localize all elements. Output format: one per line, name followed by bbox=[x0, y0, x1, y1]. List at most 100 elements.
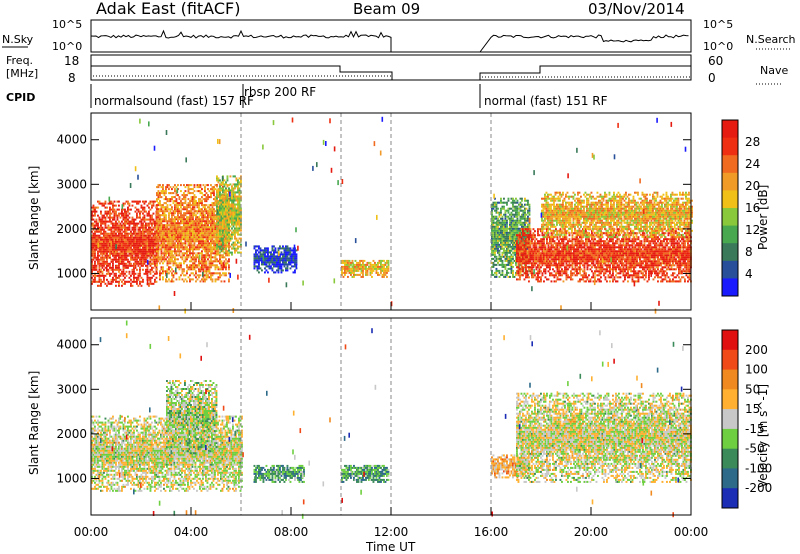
data-cell bbox=[213, 212, 215, 214]
data-cell bbox=[167, 204, 169, 206]
data-cell bbox=[379, 274, 381, 276]
data-cell bbox=[239, 187, 241, 189]
data-cell bbox=[221, 246, 223, 248]
data-cell bbox=[349, 260, 351, 262]
data-cell bbox=[227, 198, 229, 200]
data-cell bbox=[138, 285, 140, 287]
data-cell bbox=[171, 188, 173, 190]
data-cell bbox=[227, 185, 229, 187]
data-cell bbox=[112, 207, 114, 209]
data-cell bbox=[380, 272, 382, 274]
data-cell bbox=[103, 279, 105, 281]
data-cell bbox=[94, 253, 96, 255]
data-cell bbox=[224, 256, 226, 258]
data-cell bbox=[130, 209, 132, 211]
data-cell bbox=[221, 260, 223, 262]
data-cell bbox=[222, 181, 224, 183]
data-cell bbox=[264, 253, 266, 255]
data-cell bbox=[179, 196, 181, 198]
date-label: 03/Nov/2014 bbox=[588, 0, 685, 18]
data-cell bbox=[524, 246, 526, 248]
data-cell bbox=[215, 280, 217, 282]
data-cell bbox=[521, 236, 523, 238]
data-cell bbox=[124, 203, 126, 205]
data-cell bbox=[176, 278, 178, 280]
data-cell bbox=[124, 225, 126, 227]
data-cell bbox=[118, 215, 120, 217]
data-cell bbox=[197, 278, 199, 280]
data-cell bbox=[201, 208, 203, 210]
data-cell bbox=[201, 202, 203, 204]
data-cell bbox=[508, 272, 510, 274]
data-cell bbox=[185, 242, 187, 244]
data-cell bbox=[517, 202, 519, 204]
data-cell bbox=[267, 249, 269, 251]
data-cell bbox=[112, 271, 114, 273]
data-cell bbox=[496, 260, 498, 262]
data-cell bbox=[231, 228, 233, 230]
data-cell bbox=[159, 278, 161, 280]
data-cell bbox=[287, 245, 289, 247]
data-cell bbox=[258, 265, 260, 267]
data-cell bbox=[180, 274, 182, 276]
data-cell bbox=[99, 255, 101, 257]
data-cell bbox=[139, 267, 141, 269]
data-cell bbox=[173, 214, 175, 216]
data-cell bbox=[221, 250, 223, 252]
data-cell bbox=[233, 189, 235, 191]
data-cell bbox=[186, 264, 188, 266]
data-cell bbox=[171, 268, 173, 270]
data-cell bbox=[127, 201, 129, 203]
data-cell bbox=[527, 270, 529, 272]
data-cell bbox=[99, 261, 101, 263]
data-cell bbox=[94, 261, 96, 263]
data-cell bbox=[359, 274, 361, 276]
data-cell bbox=[531, 268, 533, 270]
data-cell bbox=[212, 278, 214, 280]
data-cell bbox=[388, 264, 390, 266]
data-cell bbox=[201, 188, 203, 190]
data-cell bbox=[231, 238, 233, 240]
data-cell bbox=[287, 267, 289, 269]
data-cell bbox=[109, 215, 111, 217]
data-cell bbox=[514, 200, 516, 202]
data-cell bbox=[228, 232, 230, 234]
data-cell bbox=[219, 196, 221, 198]
data-cell bbox=[219, 179, 221, 181]
data-cell bbox=[536, 246, 538, 248]
data-cell bbox=[121, 281, 123, 283]
data-cell bbox=[505, 218, 507, 220]
data-cell bbox=[192, 254, 194, 256]
data-cell bbox=[530, 228, 532, 230]
data-cell bbox=[528, 238, 530, 240]
data-cell bbox=[534, 264, 536, 266]
data-cell bbox=[195, 270, 197, 272]
data-cell bbox=[185, 202, 187, 204]
data-cell bbox=[171, 252, 173, 254]
data-cell bbox=[536, 268, 538, 270]
data-cell bbox=[153, 275, 155, 277]
data-cell bbox=[508, 200, 510, 202]
data-cell bbox=[512, 198, 514, 200]
data-cell bbox=[136, 225, 138, 227]
data-cell bbox=[153, 203, 155, 205]
data-cell bbox=[201, 192, 203, 194]
data-cell bbox=[133, 271, 135, 273]
data-cell bbox=[103, 229, 105, 231]
data-cell bbox=[194, 208, 196, 210]
data-cell bbox=[126, 263, 128, 265]
data-cell bbox=[266, 263, 268, 265]
data-cell bbox=[106, 207, 108, 209]
data-cell bbox=[173, 202, 175, 204]
data-cell bbox=[206, 260, 208, 262]
data-cell bbox=[525, 248, 527, 250]
data-cell bbox=[188, 186, 190, 188]
data-cell bbox=[100, 279, 102, 281]
data-cell bbox=[497, 248, 499, 250]
data-cell bbox=[383, 260, 385, 262]
data-cell bbox=[496, 204, 498, 206]
data-cell bbox=[218, 204, 220, 206]
data-cell bbox=[192, 218, 194, 220]
data-cell bbox=[260, 267, 262, 269]
data-cell bbox=[388, 270, 390, 272]
